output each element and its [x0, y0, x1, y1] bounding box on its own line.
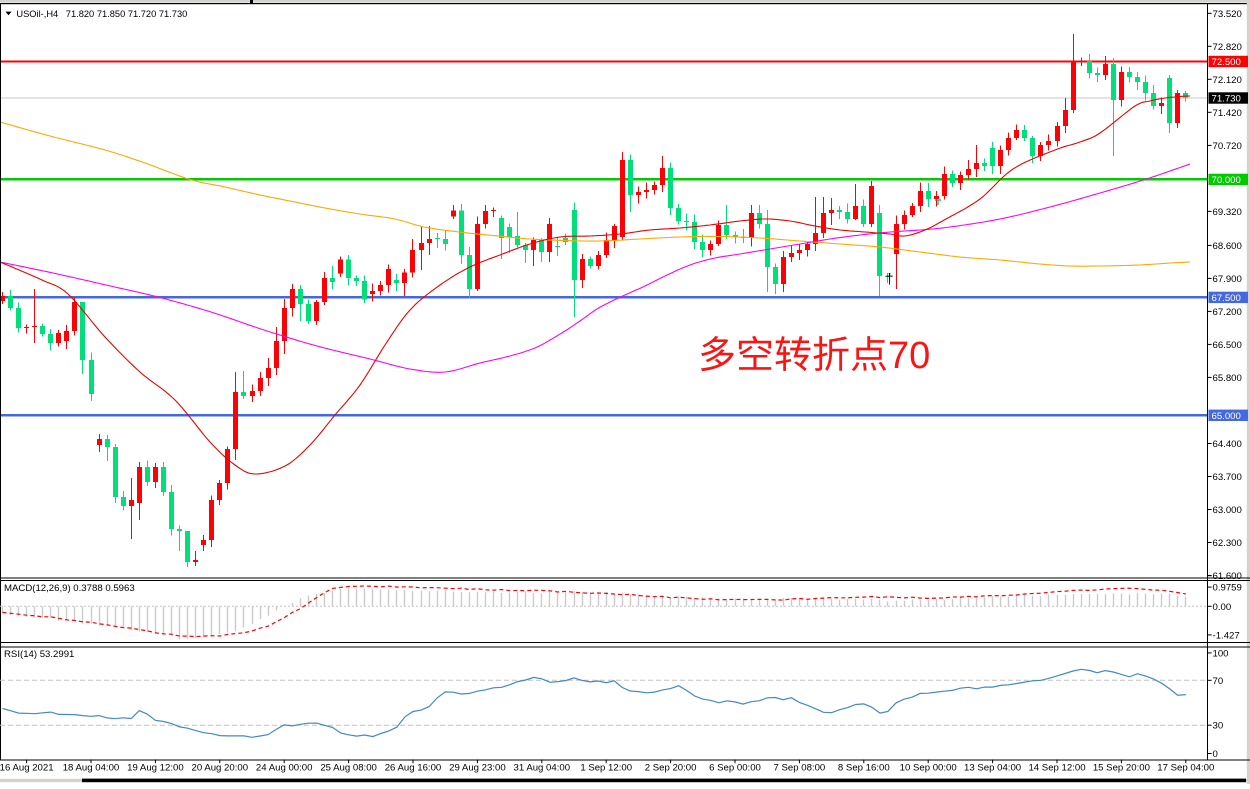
- svg-text:14 Sep 12:00: 14 Sep 12:00: [1028, 762, 1085, 773]
- svg-text:71.820 71.850 71.720 71.730: 71.820 71.850 71.720 71.730: [66, 9, 188, 19]
- svg-text:8 Sep 16:00: 8 Sep 16:00: [838, 762, 890, 773]
- svg-text:64.400: 64.400: [1213, 439, 1242, 450]
- svg-text:6 Sep 00:00: 6 Sep 00:00: [709, 762, 761, 773]
- svg-text:7 Sep 08:00: 7 Sep 08:00: [774, 762, 826, 773]
- svg-text:10 Sep 00:00: 10 Sep 00:00: [900, 762, 957, 773]
- svg-text:67.200: 67.200: [1213, 307, 1242, 318]
- svg-text:30: 30: [1213, 721, 1224, 732]
- svg-text:72.500: 72.500: [1212, 57, 1241, 68]
- svg-text:USOil-,H4: USOil-,H4: [16, 9, 58, 19]
- svg-text:71.420: 71.420: [1213, 108, 1242, 119]
- svg-text:2 Sep 20:00: 2 Sep 20:00: [645, 762, 697, 773]
- svg-text:70.720: 70.720: [1213, 141, 1242, 152]
- svg-text:63.700: 63.700: [1213, 472, 1242, 483]
- svg-text:67.500: 67.500: [1212, 293, 1241, 304]
- svg-text:61.600: 61.600: [1213, 571, 1242, 582]
- svg-text:72.820: 72.820: [1213, 42, 1242, 53]
- svg-text:13 Sep 04:00: 13 Sep 04:00: [964, 762, 1021, 773]
- svg-text:-1.427: -1.427: [1213, 630, 1240, 641]
- svg-text:70: 70: [1213, 676, 1224, 687]
- svg-text:17 Sep 04:00: 17 Sep 04:00: [1157, 762, 1214, 773]
- svg-text:29 Aug 23:00: 29 Aug 23:00: [449, 762, 506, 773]
- svg-text:72.120: 72.120: [1213, 75, 1242, 86]
- svg-text:66.500: 66.500: [1213, 340, 1242, 351]
- svg-text:70: 70: [888, 335, 930, 377]
- svg-text:19 Aug 12:00: 19 Aug 12:00: [127, 762, 184, 773]
- svg-text:20 Aug 20:00: 20 Aug 20:00: [192, 762, 249, 773]
- svg-text:0: 0: [1213, 749, 1218, 760]
- svg-text:0.00: 0.00: [1213, 602, 1232, 613]
- svg-text:73.520: 73.520: [1213, 9, 1242, 20]
- svg-text:71.730: 71.730: [1212, 94, 1241, 105]
- svg-text:63.000: 63.000: [1213, 505, 1242, 516]
- svg-text:RSI(14) 53.2991: RSI(14) 53.2991: [4, 649, 74, 660]
- svg-text:15 Sep 20:00: 15 Sep 20:00: [1093, 762, 1150, 773]
- svg-text:18 Aug 04:00: 18 Aug 04:00: [63, 762, 120, 773]
- svg-text:67.900: 67.900: [1213, 274, 1242, 285]
- svg-text:100: 100: [1213, 648, 1229, 659]
- svg-text:68.600: 68.600: [1213, 241, 1242, 252]
- svg-text:70.000: 70.000: [1212, 175, 1241, 186]
- svg-text:16 Aug 2021: 16 Aug 2021: [0, 762, 54, 773]
- svg-text:1 Sep 12:00: 1 Sep 12:00: [580, 762, 632, 773]
- svg-text:69.320: 69.320: [1213, 207, 1242, 218]
- svg-text:MACD(12,26,9) 0.3788 0.5963: MACD(12,26,9) 0.3788 0.5963: [4, 583, 135, 594]
- svg-text:24 Aug 00:00: 24 Aug 00:00: [256, 762, 313, 773]
- svg-text:25 Aug 08:00: 25 Aug 08:00: [320, 762, 377, 773]
- svg-text:65.000: 65.000: [1212, 411, 1241, 422]
- svg-text:†: †: [886, 272, 894, 288]
- svg-text:26 Aug 16:00: 26 Aug 16:00: [385, 762, 442, 773]
- svg-text:62.300: 62.300: [1213, 538, 1242, 549]
- svg-text:65.800: 65.800: [1213, 373, 1242, 384]
- svg-text:0.9759: 0.9759: [1213, 583, 1242, 594]
- svg-text:31 Aug 04:00: 31 Aug 04:00: [514, 762, 571, 773]
